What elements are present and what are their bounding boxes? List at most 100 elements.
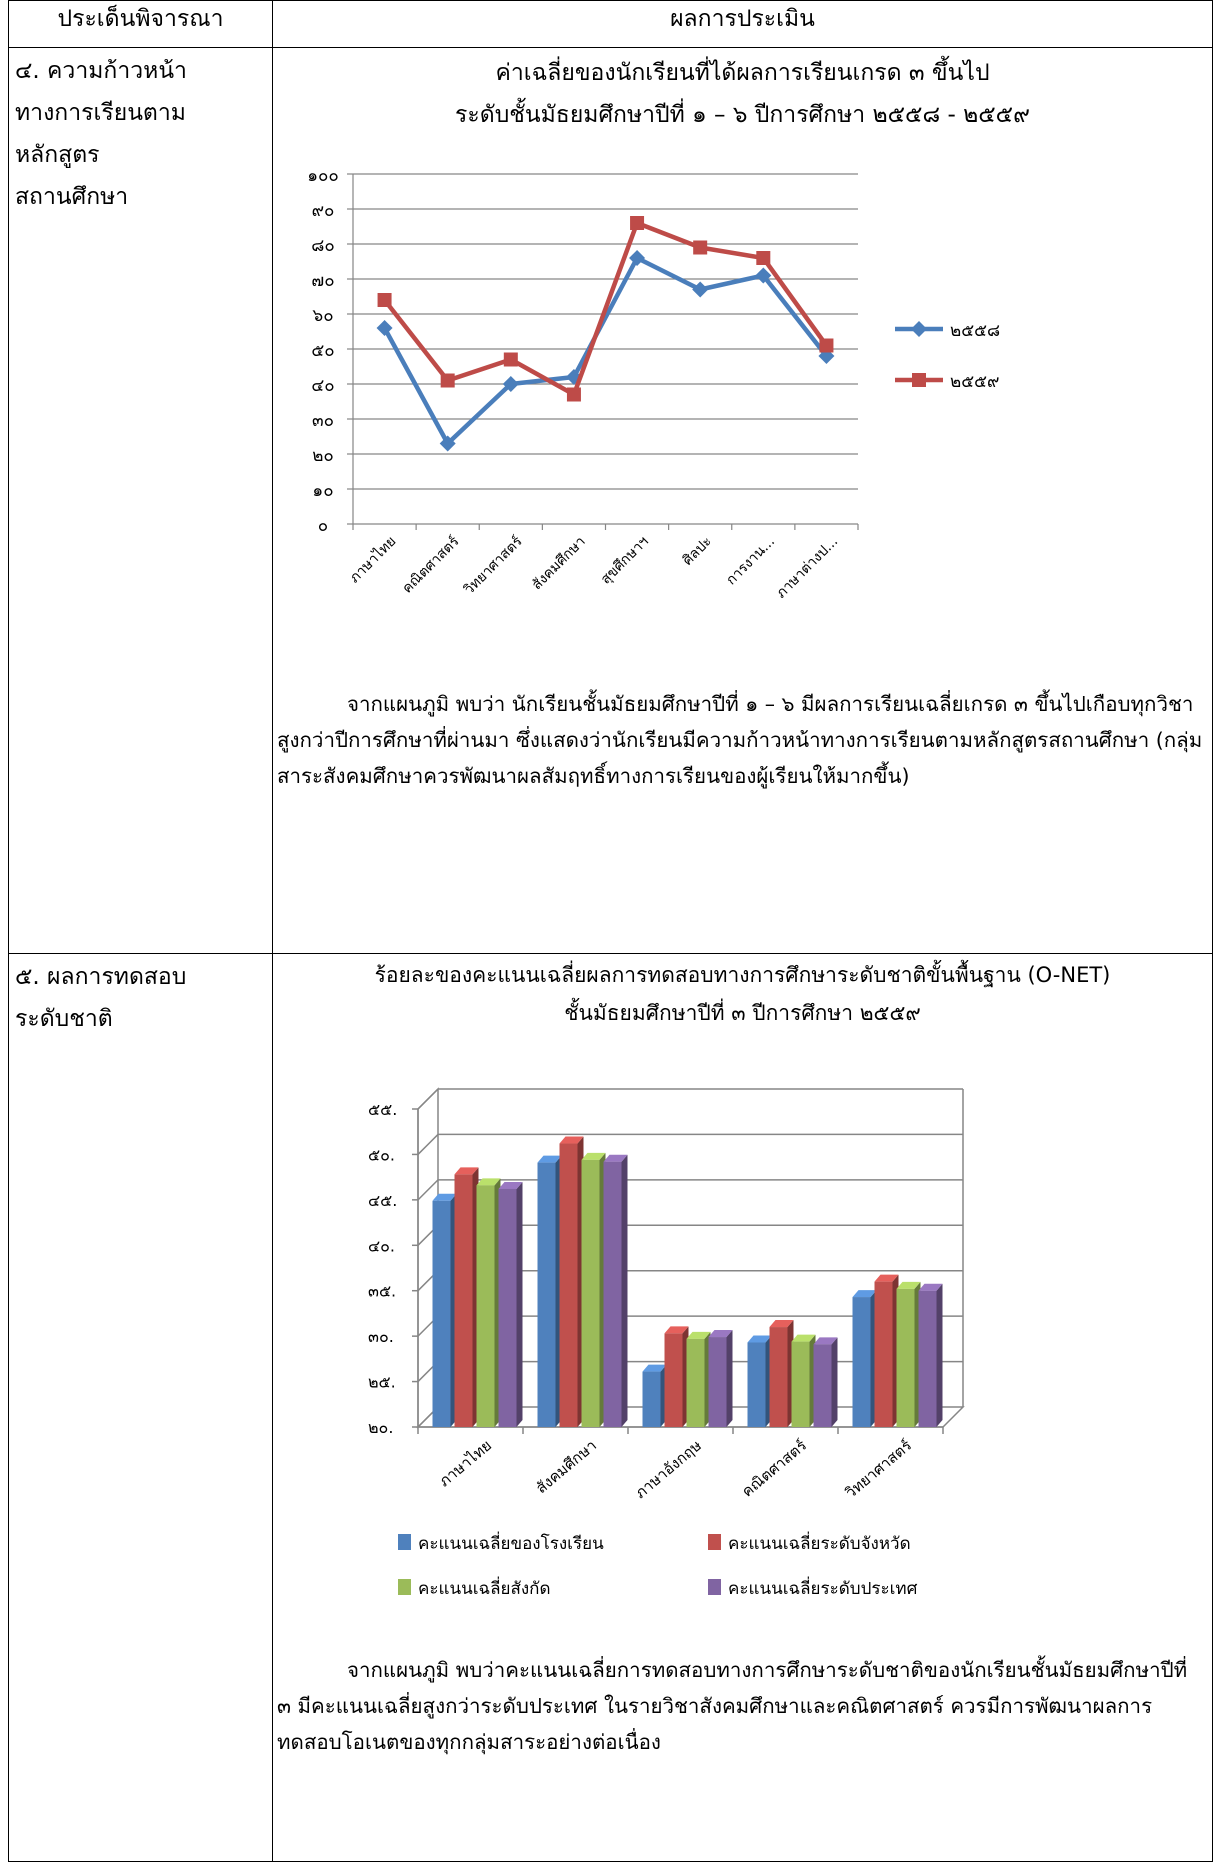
- bar: [664, 1326, 689, 1427]
- bar-side: [936, 1283, 943, 1427]
- x-tick-label: ศิลปะ: [680, 534, 715, 569]
- bar-top: [874, 1274, 899, 1282]
- row-onet: ๕. ผลการทดสอบ ระดับชาติ ร้อยละของคะแนนเฉ…: [8, 953, 1213, 1862]
- y-tick-label: ๘๐: [311, 236, 335, 256]
- legend-swatch: [398, 1579, 411, 1595]
- bar-front: [769, 1327, 788, 1427]
- bar: [498, 1181, 523, 1427]
- x-tick-label: ภาษาต่างป...: [773, 534, 841, 602]
- y-tick-label: ๕๕.: [368, 1100, 397, 1119]
- bar-front: [603, 1161, 622, 1427]
- x-tick-label: ภาษาไทย: [346, 533, 399, 586]
- y-tick-label: ๓๕.: [368, 1282, 396, 1301]
- gridline-side: [417, 1133, 439, 1155]
- bar-top: [852, 1290, 877, 1298]
- row5-result: ร้อยละของคะแนนเฉลี่ยผลการทดสอบทางการศึกษ…: [272, 953, 1213, 1862]
- bar-top: [896, 1281, 921, 1289]
- row4-paragraph-text: จากแผนภูมิ พบว่า นักเรียนชั้นมัธยมศึกษาป…: [277, 692, 1203, 788]
- bar-front: [708, 1337, 727, 1427]
- bar-top: [498, 1181, 523, 1189]
- y-tick-label: ๗๐: [311, 271, 334, 291]
- x-tick-label: คณิตศาสตร์: [738, 1436, 810, 1500]
- legend-label: คะแนนเฉลี่ยสังกัด: [418, 1576, 550, 1599]
- bar: [852, 1290, 877, 1427]
- row4-criteria: ๔. ความก้าวหน้า ทางการเรียนตาม หลักสูตร …: [8, 47, 273, 954]
- line-chart-title-1: ค่าเฉลี่ยของนักเรียนที่ได้ผลการเรียนเกรด…: [495, 60, 990, 86]
- row5-criteria-line: ๕. ผลการทดสอบ: [15, 964, 187, 990]
- bar-top: [747, 1335, 772, 1343]
- bar-top: [769, 1320, 794, 1328]
- bar-top: [791, 1334, 816, 1342]
- bar-top: [603, 1154, 628, 1162]
- header-result: ผลการประเมิน: [272, 0, 1213, 48]
- bar-front: [686, 1338, 705, 1427]
- row5-criteria-line: ระดับชาติ: [15, 1006, 113, 1032]
- x-tick-label: วิทยาศาสตร์: [841, 1436, 915, 1502]
- bar-side: [516, 1181, 523, 1427]
- y-tick-label: ๙๐: [312, 201, 335, 221]
- bar-top: [918, 1283, 943, 1291]
- bar: [769, 1320, 794, 1427]
- bar-side: [621, 1154, 628, 1427]
- bar-side: [831, 1337, 838, 1427]
- row5-paragraph-text: จากแผนภูมิ พบว่าคะแนนเฉลี่ยการทดสอบทางกา…: [277, 1658, 1188, 1754]
- legend-swatch: [708, 1534, 721, 1550]
- bar: [642, 1364, 667, 1427]
- row4-criteria-line: ทางการเรียนตาม: [15, 100, 186, 126]
- bar-top: [432, 1193, 457, 1201]
- bar: [918, 1283, 943, 1427]
- x-tick-label: คณิตศาสตร์: [399, 532, 463, 596]
- y-tick-label: ๖๐: [312, 306, 333, 326]
- x-tick-label: ภาษาไทย: [435, 1436, 495, 1490]
- bar: [708, 1330, 733, 1427]
- legend-marker: [912, 373, 926, 387]
- bar-chart: ๒๐. ๒๕. ๓๐. ๓๕. ๔๐. ๔๕. ๕๐. ๕๕. ภาษาไทย สังคมศึกษ…: [368, 1087, 965, 1599]
- y-tick-label: ๓๐: [312, 411, 334, 431]
- y-tick-label: ๕๐.: [368, 1145, 395, 1164]
- bar-front: [476, 1185, 495, 1427]
- row5-paragraph: จากแผนภูมิ พบว่าคะแนนเฉลี่ยการทดสอบทางกา…: [273, 1652, 1212, 1760]
- x-tick-label: สุขศึกษาฯ: [598, 534, 652, 588]
- bar: [559, 1136, 584, 1427]
- bar-top: [559, 1136, 584, 1144]
- data-point-diamond: [755, 267, 772, 284]
- bar-top: [581, 1152, 606, 1160]
- y-tick-label: ๐: [318, 516, 328, 536]
- line-chart-gridlines: [353, 173, 858, 490]
- row4-paragraph: จากแผนภูมิ พบว่า นักเรียนชั้นมัธยมศึกษาป…: [273, 686, 1212, 794]
- x-tick-label: สังคมศึกษา: [529, 534, 589, 594]
- row4-criteria-line: สถานศึกษา: [15, 184, 129, 210]
- data-point-square: [440, 373, 455, 388]
- line-chart-title: ค่าเฉลี่ยของนักเรียนที่ได้ผลการเรียนเกรด…: [273, 52, 1212, 136]
- data-point-square: [819, 338, 834, 353]
- bar-front: [432, 1200, 451, 1427]
- bar-chart-title: ร้อยละของคะแนนเฉลี่ยผลการทดสอบทางการศึกษ…: [273, 956, 1212, 1032]
- bar: [896, 1281, 921, 1427]
- y-tick-label: ๔๕.: [368, 1191, 397, 1210]
- bar: [686, 1331, 711, 1427]
- gridline-side: [417, 1088, 439, 1110]
- bar: [791, 1334, 816, 1427]
- bar: [454, 1167, 479, 1427]
- bar-front: [852, 1297, 871, 1427]
- line-chart-title-2: ระดับชั้นมัธยมศึกษาปีที่ ๑ – ๖ ปีการศึกษ…: [455, 102, 1030, 128]
- data-point-square: [693, 240, 708, 255]
- series-line: [382, 255, 829, 446]
- bar-chart-title-1: ร้อยละของคะแนนเฉลี่ยผลการทดสอบทางการศึกษ…: [374, 963, 1111, 987]
- bar-top: [686, 1331, 711, 1339]
- bar-top: [454, 1167, 479, 1175]
- x-tick-label: ภาษาอังกฤษ: [631, 1436, 705, 1502]
- bar-top: [813, 1337, 838, 1345]
- data-point-diamond: [376, 320, 393, 336]
- bar: [581, 1152, 606, 1427]
- bar-front: [896, 1288, 915, 1427]
- data-point-diamond: [439, 435, 456, 452]
- y-tick-label: ๒๐.: [368, 1418, 393, 1437]
- bar-front: [747, 1342, 766, 1427]
- row4-result: ค่าเฉลี่ยของนักเรียนที่ได้ผลการเรียนเกรด…: [272, 47, 1213, 954]
- gridline-side: [417, 1179, 439, 1201]
- bar-front: [581, 1159, 600, 1427]
- bar: [603, 1154, 628, 1427]
- y-tick-label: ๒๐: [312, 446, 334, 466]
